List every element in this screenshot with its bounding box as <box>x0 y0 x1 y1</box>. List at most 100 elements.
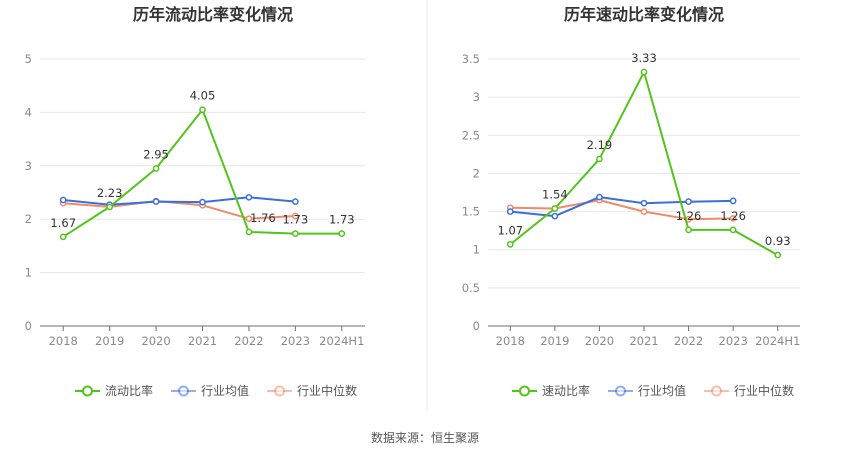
source-label: 数据来源：恒生聚源 <box>371 430 479 445</box>
series-1 <box>59 106 346 241</box>
y-tick-label: 0 <box>473 319 480 333</box>
chart-title: 历年流动比率变化情况 <box>133 5 293 24</box>
x-tick-label: 2018 <box>496 334 525 348</box>
chart-panel-1: 历年流动比率变化情况 0 1 2 3 4 5 2018 2019 2020 2021 2022 2023… <box>25 5 365 398</box>
data-point <box>106 203 113 211</box>
data-label: 1.07 <box>497 223 523 237</box>
series-line <box>63 200 296 220</box>
data-point <box>199 106 206 114</box>
x-tick-label: 2021 <box>629 334 658 348</box>
y-tick-label: 4 <box>25 105 32 119</box>
series-line <box>63 196 296 206</box>
y-tick-label: 2 <box>25 212 32 226</box>
x-tick-label: 2023 <box>719 334 748 348</box>
data-label: 3.33 <box>631 51 657 65</box>
y-tick-label: 0.5 <box>462 281 480 295</box>
legend-marker <box>711 385 722 397</box>
data-point <box>292 212 299 220</box>
data-point <box>199 198 206 206</box>
series-line <box>510 199 734 221</box>
legend-marker <box>519 385 530 397</box>
data-point <box>774 251 782 259</box>
data-point <box>551 205 559 212</box>
data-point <box>640 208 648 215</box>
data-label: 1.73 <box>329 213 355 227</box>
data-point <box>729 197 737 205</box>
data-label: 1.26 <box>720 209 746 223</box>
data-point <box>245 193 253 201</box>
data-point <box>152 165 160 172</box>
y-tick-label: 3 <box>25 159 32 173</box>
y-tick-label: 5 <box>25 52 32 66</box>
data-point <box>640 199 648 207</box>
x-tick-label: 2020 <box>585 334 614 348</box>
data-label: 2.19 <box>587 138 613 152</box>
series-line <box>509 71 779 256</box>
y-tick-label: 3 <box>473 90 480 104</box>
data-label: 0.93 <box>765 234 791 248</box>
legend-label: 行业均值 <box>638 383 686 398</box>
data-point <box>729 215 737 222</box>
legend-label: 流动比率 <box>105 383 153 398</box>
legend-marker <box>274 385 285 397</box>
chart-panel-2: 历年速动比率变化情况 0 0.5 1 1.5 2 2.5 3 3.5 2018 2019 2020 20… <box>462 5 801 398</box>
x-tick-label: 2021 <box>188 334 217 348</box>
y-tick-label: 1 <box>473 243 480 257</box>
legend-label: 行业中位数 <box>297 383 357 398</box>
data-point <box>596 155 603 163</box>
data-label: 1.26 <box>676 209 702 223</box>
y-tick-label: 2 <box>473 166 480 180</box>
data-point <box>292 198 299 205</box>
data-label: 2.23 <box>97 186 123 200</box>
x-tick-label: 2018 <box>49 334 78 348</box>
data-point <box>292 230 299 237</box>
y-tick-label: 1.5 <box>462 205 480 219</box>
data-point <box>506 208 514 215</box>
legend-item-1: 流动比率 <box>75 383 153 398</box>
series-1 <box>506 68 782 259</box>
legend-item-1: 速动比率 <box>512 383 590 398</box>
legend-marker <box>82 385 93 397</box>
x-tick-label: 2019 <box>540 334 569 348</box>
legend-item-2: 行业均值 <box>171 383 249 398</box>
legend-label: 行业中位数 <box>734 383 794 398</box>
data-point <box>245 228 253 236</box>
data-point <box>59 233 67 241</box>
data-point <box>59 196 67 204</box>
x-tick-label: 2022 <box>234 334 263 348</box>
legend-marker <box>178 385 189 397</box>
data-point <box>685 198 692 206</box>
legend-item-3: 行业中位数 <box>704 383 794 398</box>
legend-label: 行业均值 <box>201 383 249 398</box>
data-label: 1.54 <box>542 188 568 202</box>
x-tick-label: 2023 <box>281 334 310 348</box>
legend-marker <box>615 385 626 397</box>
data-point <box>152 198 160 205</box>
data-point <box>729 226 737 234</box>
data-point <box>596 193 603 201</box>
y-tick-label: 1 <box>25 266 32 280</box>
data-point <box>640 68 648 76</box>
data-label: 2.95 <box>143 147 169 161</box>
data-label: 1.76 <box>250 211 276 225</box>
data-label: 1.67 <box>50 216 76 230</box>
legend-item-2: 行业均值 <box>608 383 686 398</box>
data-point <box>245 215 253 223</box>
data-label: 1.73 <box>283 213 309 227</box>
y-tick-label: 3.5 <box>462 52 480 66</box>
y-tick-label: 2.5 <box>462 128 480 142</box>
x-tick-label: 2020 <box>141 334 170 348</box>
data-point <box>338 230 346 237</box>
data-point <box>685 226 692 234</box>
data-point <box>506 241 514 248</box>
legend-item-3: 行业中位数 <box>267 383 357 398</box>
x-tick-label: 2019 <box>95 334 124 348</box>
chart-title: 历年速动比率变化情况 <box>564 5 724 24</box>
data-label: 4.05 <box>190 89 216 103</box>
series-2 <box>59 193 299 209</box>
x-tick-label: 2024H1 <box>755 334 800 348</box>
x-tick-label: 2024H1 <box>319 334 364 348</box>
x-tick-label: 2022 <box>674 334 703 348</box>
legend-label: 速动比率 <box>542 383 590 398</box>
